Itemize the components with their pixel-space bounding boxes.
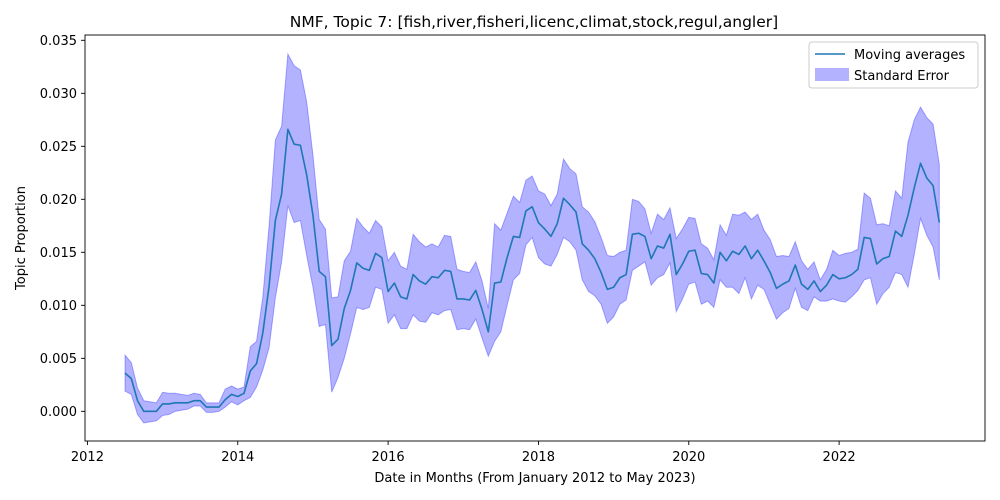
legend-band-swatch [815,68,849,81]
x-tick-label: 2018 [522,450,555,465]
y-axis-label: Topic Proportion [14,186,29,291]
x-tick-label: 2022 [823,450,856,465]
x-tick-label: 2014 [221,450,254,465]
standard-error-band [124,52,940,424]
y-axis: 0.000 0.005 0.010 0.015 0.020 0.025 0.030 0.035 [40,34,85,420]
y-tick-label: 0.020 [40,193,77,208]
plot-frame [84,34,986,442]
moving-average-line [124,128,941,413]
y-tick-label: 0.025 [40,140,77,155]
legend-label-standard-error: Standard Error [854,69,950,84]
chart-title: NMF, Topic 7: [fish,river,fisheri,licenc… [290,13,778,31]
x-tick-label: 2012 [71,450,104,465]
x-tick-label: 2016 [372,450,405,465]
plot-area [124,52,941,424]
legend-box [808,41,979,89]
y-tick-label: 0.015 [40,246,77,261]
legend: Moving averages Standard Error [808,41,979,89]
y-tick-label: 0.005 [40,352,77,367]
x-axis: 2012 2014 2016 2018 2020 2022 [71,441,856,465]
y-tick-label: 0.030 [40,87,77,102]
y-tick-label: 0.000 [40,405,77,420]
y-tick-label: 0.035 [40,34,77,49]
legend-label-moving-averages: Moving averages [854,48,965,63]
x-tick-label: 2020 [672,450,705,465]
x-axis-label: Date in Months (From January 2012 to May… [374,471,695,486]
y-tick-label: 0.010 [40,299,77,314]
